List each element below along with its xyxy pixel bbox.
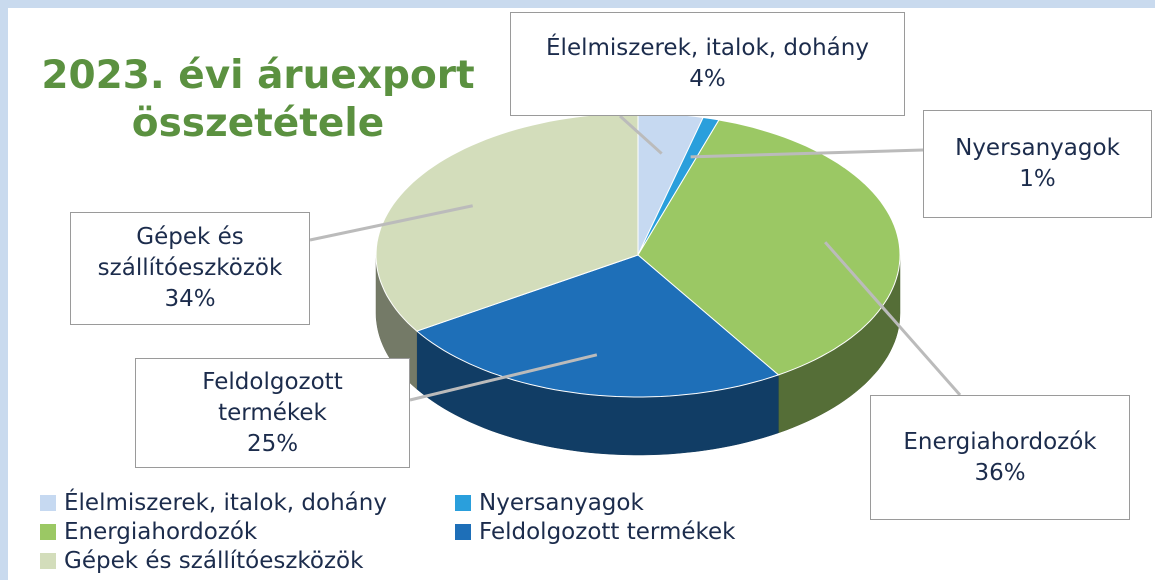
legend-item: Gépek és szállítóeszközök bbox=[40, 548, 363, 574]
slice bbox=[637, 119, 901, 376]
legend-item: Energiahordozók bbox=[40, 519, 257, 545]
legend-item: Feldolgozott termékek bbox=[455, 519, 735, 545]
label-value: 34% bbox=[164, 286, 216, 312]
label-value: 1% bbox=[1019, 166, 1056, 192]
label-name: Feldolgozott termékek bbox=[202, 368, 343, 426]
label-value: 4% bbox=[689, 66, 726, 92]
legend-swatch bbox=[40, 553, 56, 569]
data-label: Energiahordozók 36% bbox=[870, 395, 1130, 520]
legend-swatch bbox=[40, 524, 56, 540]
legend-swatch bbox=[455, 524, 471, 540]
data-label: Élelmiszerek, italok, dohány 4% bbox=[510, 12, 905, 116]
data-label: Nyersanyagok 1% bbox=[923, 110, 1152, 218]
chart-title: 2023. évi áruexport összetétele bbox=[41, 53, 475, 146]
label-value: 25% bbox=[246, 430, 299, 457]
label-value: 36% bbox=[974, 459, 1026, 486]
data-label: Feldolgozott termékek 25% bbox=[135, 358, 410, 468]
data-label: Gépek és szállítóeszközök 34% bbox=[70, 212, 310, 325]
leader-line bbox=[690, 148, 924, 159]
legend-label: Élelmiszerek, italok, dohány bbox=[64, 490, 387, 516]
leader-line bbox=[618, 114, 663, 155]
label-name: Energiahordozók bbox=[903, 428, 1097, 455]
legend-label: Nyersanyagok bbox=[479, 490, 644, 516]
leader-line bbox=[309, 204, 474, 242]
legend-label: Feldolgozott termékek bbox=[479, 519, 736, 545]
legend-swatch bbox=[40, 495, 56, 511]
label-name: Gépek és szállítóeszközök bbox=[97, 224, 283, 281]
legend-label: Gépek és szállítóeszközök bbox=[64, 548, 364, 574]
label-name: Nyersanyagok bbox=[955, 135, 1120, 161]
legend-label: Energiahordozók bbox=[64, 519, 258, 545]
label-name: Élelmiszerek, italok, dohány bbox=[546, 35, 869, 61]
legend-swatch bbox=[455, 495, 471, 511]
legend-item: Élelmiszerek, italok, dohány bbox=[40, 490, 387, 516]
slice bbox=[415, 254, 780, 398]
slice bbox=[375, 112, 639, 332]
leader-line bbox=[409, 353, 598, 402]
leader-line bbox=[824, 241, 962, 396]
legend-item: Nyersanyagok bbox=[455, 490, 644, 516]
